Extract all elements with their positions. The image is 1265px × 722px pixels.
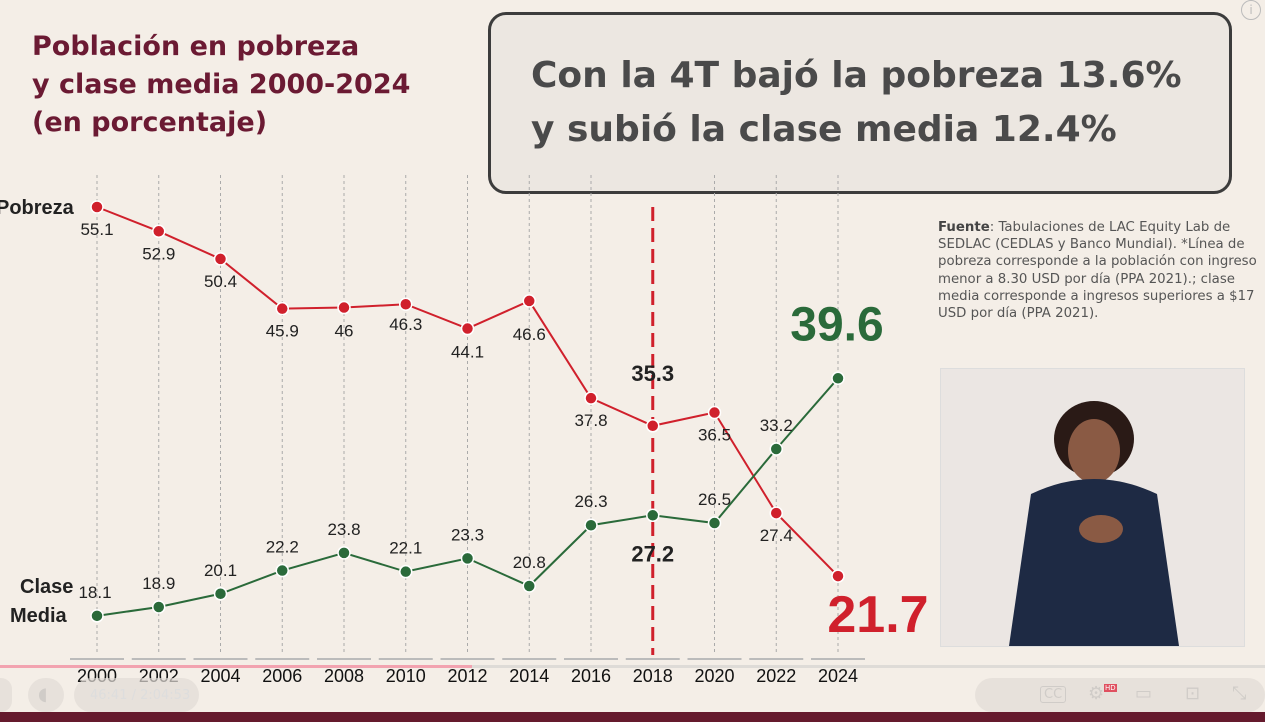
x-tick-label: 2016	[571, 666, 611, 686]
data-label: 26.5	[698, 490, 731, 509]
data-label: 22.2	[266, 538, 299, 557]
data-label: 26.3	[574, 492, 607, 511]
progress-bar[interactable]	[0, 665, 1265, 668]
volume-button[interactable]: ◖	[28, 678, 64, 712]
data-point	[399, 564, 413, 579]
x-tick-label: 2022	[756, 666, 796, 686]
data-label: 21.7	[827, 586, 928, 644]
data-label: 45.9	[266, 322, 299, 341]
interpreter-figure	[1009, 401, 1179, 646]
data-point	[831, 371, 845, 386]
data-point	[213, 252, 228, 266]
title-line: y clase media 2000-2024	[32, 69, 411, 100]
info-icon[interactable]: i	[1241, 0, 1261, 20]
data-label: 20.1	[204, 561, 237, 580]
source-label: Fuente	[938, 220, 990, 235]
data-point	[337, 300, 351, 315]
x-tick-label: 2010	[386, 666, 426, 686]
data-point	[460, 321, 475, 336]
captions-icon[interactable]: CC	[1040, 686, 1067, 703]
fullscreen-icon[interactable]: ⤡	[1232, 683, 1247, 704]
theater-mode-icon[interactable]: ▭	[1135, 683, 1153, 704]
data-label: 37.8	[574, 411, 607, 430]
title-line: (en porcentaje)	[32, 107, 268, 138]
data-point	[522, 294, 536, 308]
data-label: 22.1	[389, 539, 422, 558]
hd-badge: HD	[1104, 684, 1117, 692]
series-label-clase: Clase	[20, 576, 73, 598]
data-point	[152, 224, 166, 239]
series-label-pobreza: Pobreza	[0, 197, 75, 219]
data-point	[337, 546, 351, 560]
data-point	[213, 587, 228, 601]
data-point	[90, 609, 104, 623]
time-text: 46:41 / 2:04:53	[90, 688, 191, 703]
data-point	[399, 297, 413, 311]
data-label: 27.2	[631, 541, 674, 566]
data-label: 46	[335, 322, 354, 341]
data-point	[152, 600, 166, 614]
data-point	[460, 551, 475, 566]
data-point	[522, 579, 536, 593]
data-label: 52.9	[142, 244, 175, 263]
data-point	[831, 569, 845, 583]
x-tick-label: 2008	[324, 666, 364, 686]
sign-language-interpreter	[940, 368, 1245, 647]
data-label: 44.1	[451, 343, 484, 362]
data-label: 18.1	[78, 583, 111, 602]
chart-title: Población en pobreza y clase media 2000-…	[32, 28, 410, 142]
data-label: 23.8	[327, 520, 360, 539]
data-label: 36.5	[698, 426, 731, 445]
source-text: : Tabulaciones de LAC Equity Lab de SEDL…	[938, 220, 1257, 322]
data-label: 27.4	[760, 526, 793, 545]
data-point	[646, 508, 660, 523]
play-button[interactable]	[0, 678, 12, 712]
headline-line: Con la 4T bajó la pobreza 13.6%	[531, 55, 1182, 96]
data-label: 50.4	[204, 272, 237, 291]
data-label: 39.6	[790, 298, 883, 351]
progress-fill	[0, 665, 472, 668]
cast-icon[interactable]: ⊡	[1185, 683, 1201, 704]
x-tick-label: 2006	[262, 666, 302, 686]
x-tick-label: 2012	[447, 666, 487, 686]
data-label: 18.9	[142, 574, 175, 593]
x-tick-label: 2014	[509, 666, 549, 686]
title-line: Población en pobreza	[32, 31, 360, 62]
headline-line: y subió la clase media 12.4%	[531, 109, 1117, 150]
data-point	[275, 301, 289, 316]
settings-gear-icon[interactable]: ⚙	[1088, 683, 1105, 704]
data-label: 55.1	[80, 220, 113, 239]
data-point	[275, 563, 289, 578]
data-label: 46.3	[389, 315, 422, 334]
data-point	[707, 405, 722, 420]
bottom-bar	[0, 712, 1265, 722]
data-label: 20.8	[513, 553, 546, 572]
data-point	[646, 419, 660, 433]
data-point	[584, 391, 598, 405]
data-point	[707, 516, 722, 530]
x-tick-label: 2004	[200, 666, 240, 686]
time-display	[74, 678, 199, 712]
data-point	[90, 200, 104, 214]
source-note: Fuente: Tabulaciones de LAC Equity Lab d…	[938, 219, 1258, 322]
x-tick-label: 2020	[694, 666, 734, 686]
right-controls	[975, 678, 1265, 712]
series-label-media: Media	[10, 605, 68, 627]
data-label: 33.2	[760, 416, 793, 435]
data-point	[769, 442, 783, 456]
x-tick-label: 2018	[633, 666, 673, 686]
data-point	[769, 506, 783, 520]
data-label: 46.6	[513, 325, 546, 344]
data-point	[584, 518, 598, 532]
x-tick-label: 2024	[818, 666, 858, 686]
data-label: 23.3	[451, 525, 484, 544]
volume-icon: ◖	[38, 684, 48, 705]
data-label: 35.3	[631, 361, 674, 386]
headline-box: Con la 4T bajó la pobreza 13.6% y subió …	[488, 12, 1232, 194]
